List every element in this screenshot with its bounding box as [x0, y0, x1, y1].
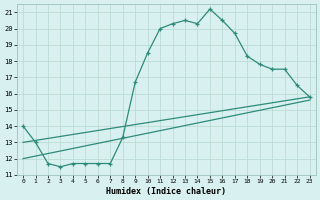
X-axis label: Humidex (Indice chaleur): Humidex (Indice chaleur)	[106, 187, 226, 196]
